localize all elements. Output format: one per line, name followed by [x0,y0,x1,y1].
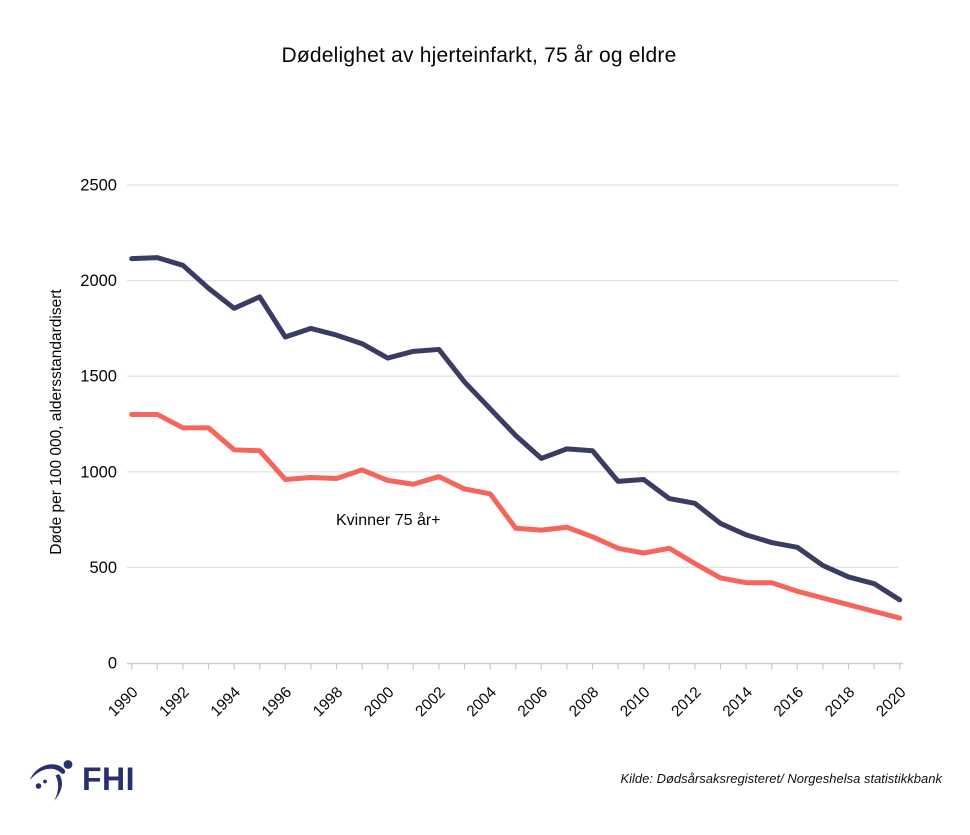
y-tick-label: 2500 [80,177,117,195]
x-tick-label: 2002 [412,684,448,720]
x-tick-label: 1990 [105,684,142,721]
x-tick-label: 2008 [566,684,602,720]
series-label-kvinner: Kvinner 75 år+ [336,512,441,529]
y-tick-label: 0 [108,655,117,673]
x-tick-label: 2018 [822,684,858,720]
x-tick-label: 2012 [668,684,704,720]
x-tick-label: 1992 [156,684,192,720]
series-line-kvinner [129,411,903,621]
y-tick-label: 2000 [80,272,117,290]
y-tick-label: 1500 [80,368,117,386]
x-tick-label: 1994 [208,684,245,721]
y-tick-label: 1000 [80,463,117,481]
series-line-dark [129,255,903,603]
fhi-logo: FHI [28,756,135,803]
x-tick-label: 2000 [361,684,398,721]
x-tick-label: 2014 [720,684,757,721]
fhi-logo-icon [30,760,73,801]
chart-title: Dødelighet av hjerteinfarkt, 75 år og el… [281,44,677,67]
fhi-logo-text: FHI [82,761,136,797]
x-tick-label: 2016 [771,684,807,720]
x-tick-label: 2004 [464,684,501,721]
source-text: Kilde: Dødsårsaksregisteret/ Norgeshelsa… [620,771,942,786]
x-tick-label: 1998 [310,684,346,720]
x-tick-label: 2010 [617,684,654,721]
y-tick-label: 500 [89,559,117,577]
x-tick-label: 2020 [873,684,910,721]
x-tick-label: 2006 [515,684,551,720]
x-tick-label: 1996 [259,684,295,720]
